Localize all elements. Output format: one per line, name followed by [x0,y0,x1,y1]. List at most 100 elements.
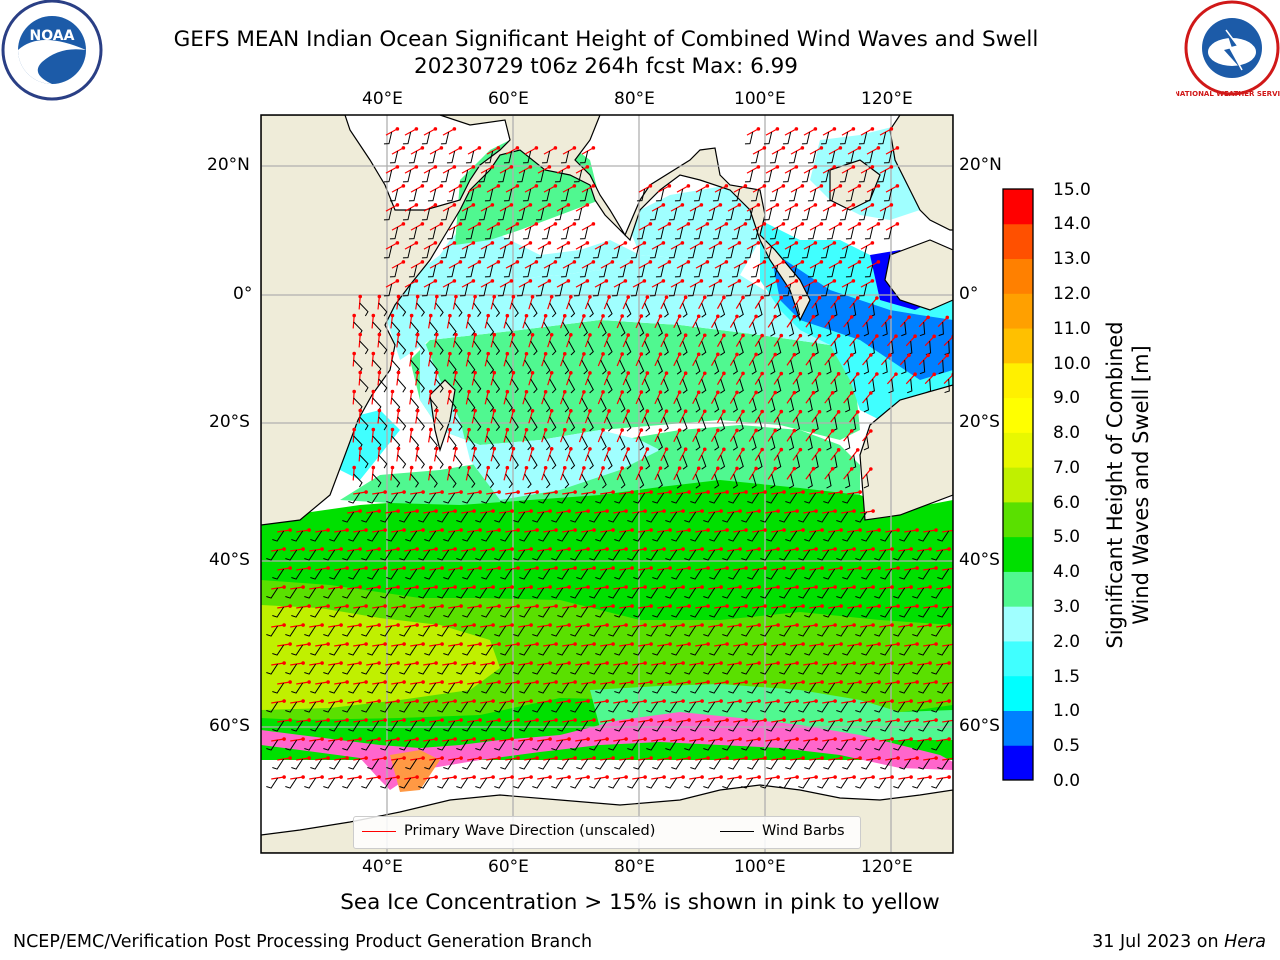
wind-barb [473,340,482,355]
wind-barb [475,625,488,637]
wind-barb [272,530,285,542]
wave-direction-arrowhead [744,566,748,570]
wave-direction-arrowhead [529,623,533,627]
wave-direction-arrowhead [661,279,666,283]
wind-barb [747,530,760,542]
wave-direction-arrowhead [401,222,406,226]
wave-direction-arrowhead [626,295,631,299]
wind-barb [779,587,792,599]
wave-direction-arrowhead [888,353,892,357]
wave-direction-arrowhead [681,661,685,665]
wave-direction-arrowhead [819,222,824,226]
wind-barb [770,473,776,489]
wind-barb [551,777,564,789]
wind-barb [443,568,456,580]
wind-barb [562,473,570,489]
wave-direction-arrowhead [857,184,862,188]
colorbar-segment [1003,640,1033,677]
wave-direction-arrowhead [681,547,685,551]
wave-direction-arrowhead [953,604,957,608]
wave-direction-arrowhead [801,718,805,722]
wave-direction-arrowhead [505,389,510,394]
wind-barb [676,435,682,451]
wave-direction-arrowhead [549,447,554,451]
wave-direction-arrowhead [448,351,452,356]
wind-barb [671,758,684,770]
wave-direction-arrowhead [516,490,520,494]
wave-direction-arrowhead [763,718,767,722]
wind-barb [608,777,621,789]
wave-direction-arrowhead [820,756,824,760]
wind-barb [440,283,450,297]
wind-barb [532,549,545,561]
wind-barb [421,169,431,183]
wind-barb [579,264,589,278]
wind-barb [738,302,744,318]
wave-direction-arrowhead [490,279,495,283]
wind-barb [418,549,431,561]
wave-direction-arrowhead [440,604,444,608]
wave-direction-arrowhead [947,775,951,779]
wind-barb [732,359,738,375]
wind-barb [538,568,551,580]
wind-barb [663,302,669,318]
wind-barb [817,663,830,675]
wind-barb [937,606,950,618]
wave-direction-arrowhead [515,260,520,264]
wave-direction-arrowhead [871,737,875,741]
wave-direction-arrowhead [390,389,395,394]
wave-direction-arrowhead [696,314,701,319]
wind-barb [549,416,557,432]
wind-barb [842,492,855,504]
wind-barb [807,397,813,413]
wave-direction-arrowhead [664,409,669,413]
wind-barb [383,131,393,145]
wind-barb [918,720,931,732]
wind-barb [551,701,564,713]
wave-direction-arrowhead [624,699,628,703]
wave-direction-arrowhead [801,680,805,684]
wind-barb [644,302,651,318]
wind-barb [600,473,607,489]
wave-direction-arrowhead [472,775,476,779]
wave-direction-arrowhead [573,642,577,646]
wind-barb [424,492,437,504]
wind-barb [538,682,551,694]
wave-direction-arrowhead [491,509,495,513]
wave-direction-arrowhead [415,661,419,665]
wave-direction-arrowhead [909,623,913,627]
wave-direction-arrowhead [415,408,420,413]
wave-direction-arrowhead [763,604,767,608]
wave-direction-arrowhead [763,528,767,532]
wave-direction-arrowhead [928,699,932,703]
wind-barb [454,416,463,431]
nws-logo-text: NATIONAL WEATHER SERVICE [1176,90,1280,98]
wave-direction-arrowhead [383,604,387,608]
wave-direction-arrowhead [871,775,875,779]
wind-barb [665,701,678,713]
wind-barb [399,701,412,713]
wave-direction-arrowhead [894,372,898,376]
wave-direction-arrowhead [934,566,938,570]
wind-barb [813,340,819,356]
wave-direction-arrowhead [932,334,936,339]
wave-direction-arrowhead [648,260,653,264]
wind-barb [817,777,830,789]
wave-direction-arrowhead [725,490,729,494]
colorbar-tick: 4.0 [1053,562,1081,582]
colorbar-label-line2: Wind Waves and Swell [m] [1129,345,1153,625]
wave-direction-arrowhead [491,623,495,627]
wave-direction-arrowhead [857,260,862,264]
wind-barb [304,663,317,675]
wind-barb [475,587,488,599]
wind-barb [589,511,602,523]
wave-direction-arrowhead [645,333,650,337]
wind-barb [342,739,355,751]
wave-direction-arrowhead [719,623,723,627]
wave-direction-arrowhead [800,222,805,226]
wind-barb [701,378,707,394]
wind-barb [266,587,279,599]
wind-barb [625,302,632,318]
wind-barb [671,530,684,542]
wind-barb [766,758,779,770]
